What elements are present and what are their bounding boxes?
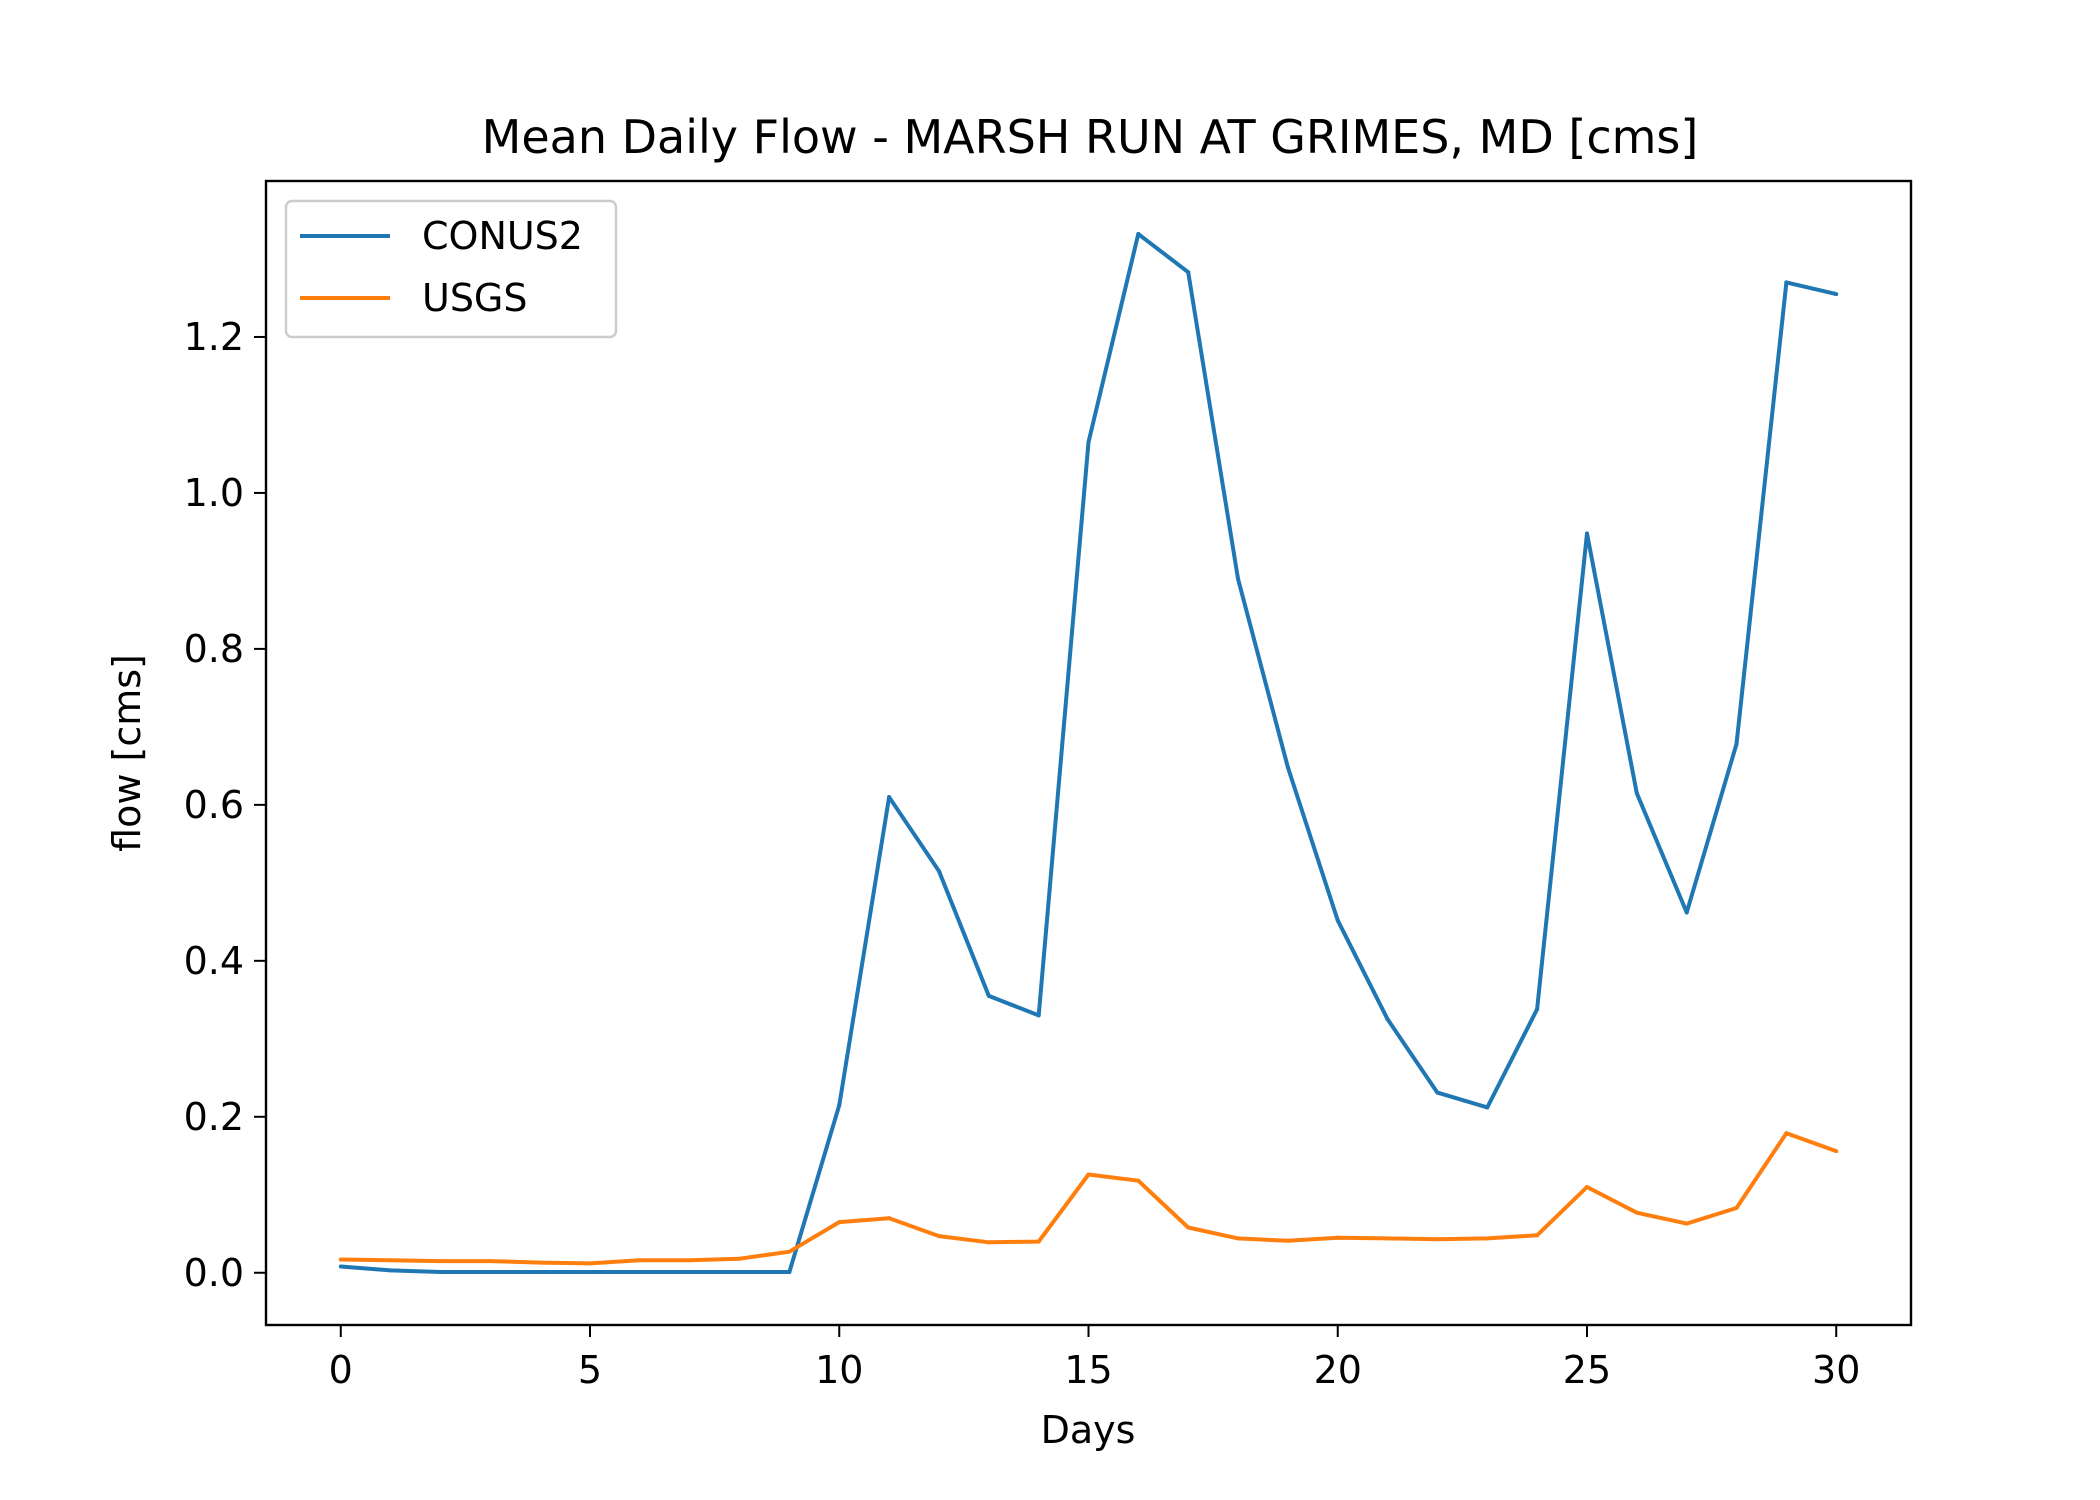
data-point-usgs: [687, 1258, 692, 1263]
data-point-conus2: [787, 1269, 792, 1274]
legend: CONUS2 USGS: [284, 199, 618, 339]
data-point-usgs: [1535, 1233, 1540, 1238]
data-point-usgs: [1186, 1225, 1191, 1230]
data-point-usgs: [986, 1240, 991, 1245]
data-point-usgs: [1634, 1210, 1639, 1215]
series-usgs: [338, 1131, 1839, 1266]
data-point-conus2: [637, 1269, 642, 1274]
data-point-usgs: [1834, 1149, 1839, 1154]
x-axis: 0 5 10 15 20 25 30: [329, 1325, 1860, 1392]
legend-label-conus2: CONUS2: [422, 214, 583, 258]
data-point-conus2: [1784, 280, 1789, 285]
data-point-usgs: [637, 1258, 642, 1263]
data-point-usgs: [1435, 1237, 1440, 1242]
data-point-usgs: [538, 1260, 543, 1265]
x-tick-label: 30: [1812, 1348, 1860, 1392]
data-point-conus2: [1186, 270, 1191, 275]
x-tick-label: 20: [1314, 1348, 1362, 1392]
data-point-usgs: [338, 1257, 343, 1262]
data-point-usgs: [1136, 1178, 1141, 1183]
data-point-conus2: [887, 795, 892, 800]
data-point-usgs: [488, 1259, 493, 1264]
x-tick-label: 10: [815, 1348, 863, 1392]
data-point-conus2: [1335, 918, 1340, 923]
data-point-usgs: [1584, 1184, 1589, 1189]
y-tick-label: 0.2: [184, 1095, 244, 1139]
data-point-usgs: [1385, 1236, 1390, 1241]
data-point-conus2: [986, 993, 991, 998]
y-tick-label: 0.8: [184, 627, 244, 671]
x-tick-label: 5: [578, 1348, 602, 1392]
data-point-conus2: [1136, 232, 1141, 237]
data-point-conus2: [1236, 576, 1241, 581]
x-tick-label: 0: [329, 1348, 353, 1392]
data-point-usgs: [1734, 1206, 1739, 1211]
y-tick-label: 1.2: [184, 315, 244, 359]
data-point-usgs: [1784, 1131, 1789, 1136]
y-tick-label: 0.0: [184, 1251, 244, 1295]
data-point-conus2: [1684, 910, 1689, 915]
data-point-conus2: [1634, 791, 1639, 796]
data-point-conus2: [1086, 440, 1091, 445]
data-point-conus2: [1285, 765, 1290, 770]
data-point-usgs: [1236, 1236, 1241, 1241]
y-tick-label: 0.4: [184, 939, 244, 983]
data-point-usgs: [936, 1234, 941, 1239]
data-point-usgs: [1086, 1172, 1091, 1177]
data-point-usgs: [887, 1216, 892, 1221]
data-point-conus2: [588, 1269, 593, 1274]
data-point-usgs: [1036, 1239, 1041, 1244]
chart-title: Mean Daily Flow - MARSH RUN AT GRIMES, M…: [482, 110, 1699, 164]
plot-area: [338, 232, 1839, 1274]
data-point-conus2: [1485, 1105, 1490, 1110]
data-point-conus2: [1584, 531, 1589, 536]
data-point-conus2: [936, 869, 941, 874]
data-point-conus2: [1385, 1017, 1390, 1022]
data-point-conus2: [737, 1269, 742, 1274]
series-conus2: [338, 232, 1839, 1274]
data-point-usgs: [438, 1259, 443, 1264]
data-point-usgs: [787, 1249, 792, 1254]
data-point-usgs: [737, 1256, 742, 1261]
data-point-usgs: [388, 1258, 393, 1263]
data-point-conus2: [1535, 1007, 1540, 1012]
data-point-conus2: [438, 1269, 443, 1274]
legend-label-usgs: USGS: [422, 276, 528, 320]
x-tick-label: 25: [1563, 1348, 1611, 1392]
y-axis-label: flow [cms]: [105, 654, 149, 852]
y-tick-label: 0.6: [184, 783, 244, 827]
data-point-usgs: [588, 1261, 593, 1266]
data-point-usgs: [1335, 1235, 1340, 1240]
data-point-conus2: [1834, 292, 1839, 297]
data-point-conus2: [388, 1268, 393, 1273]
data-point-usgs: [1485, 1236, 1490, 1241]
data-point-usgs: [1285, 1238, 1290, 1243]
data-point-conus2: [1435, 1090, 1440, 1095]
x-tick-label: 15: [1064, 1348, 1112, 1392]
data-point-conus2: [687, 1269, 692, 1274]
data-point-usgs: [1684, 1221, 1689, 1226]
y-tick-label: 1.0: [184, 471, 244, 515]
data-point-conus2: [1036, 1013, 1041, 1018]
data-point-conus2: [837, 1103, 842, 1108]
x-axis-label: Days: [1041, 1408, 1136, 1452]
data-point-conus2: [538, 1269, 543, 1274]
y-axis: 0.0 0.2 0.4 0.6 0.8 1.0 1.2: [184, 315, 266, 1295]
data-point-conus2: [338, 1264, 343, 1269]
data-point-usgs: [837, 1220, 842, 1225]
data-point-conus2: [1734, 742, 1739, 747]
data-point-conus2: [488, 1269, 493, 1274]
